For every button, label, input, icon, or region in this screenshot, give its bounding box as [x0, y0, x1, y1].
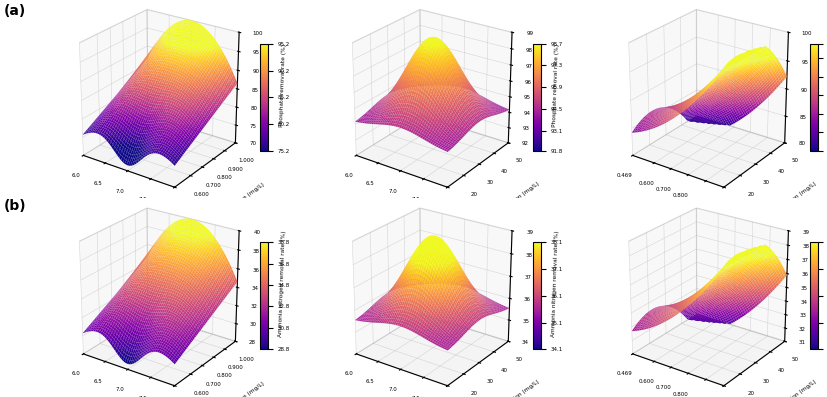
Y-axis label: Initial concentration (mg/L): Initial concentration (mg/L) [473, 181, 541, 232]
X-axis label: pH: pH [103, 216, 112, 220]
Text: (a): (a) [4, 4, 26, 18]
X-axis label: Adsorbent dosage (mg/L): Adsorbent dosage (mg/L) [621, 203, 693, 233]
Y-axis label: Adsorbent dosage (mg/L): Adsorbent dosage (mg/L) [203, 182, 265, 230]
Y-axis label: Initial concentration (mg/L): Initial concentration (mg/L) [749, 181, 817, 232]
Y-axis label: Adsorbent dosage (mg/L): Adsorbent dosage (mg/L) [203, 381, 265, 397]
Text: (b): (b) [4, 198, 26, 212]
X-axis label: pH: pH [376, 216, 385, 220]
Y-axis label: Initial concentration (mg/L): Initial concentration (mg/L) [473, 379, 541, 397]
Y-axis label: Initial concentration (mg/L): Initial concentration (mg/L) [749, 379, 817, 397]
